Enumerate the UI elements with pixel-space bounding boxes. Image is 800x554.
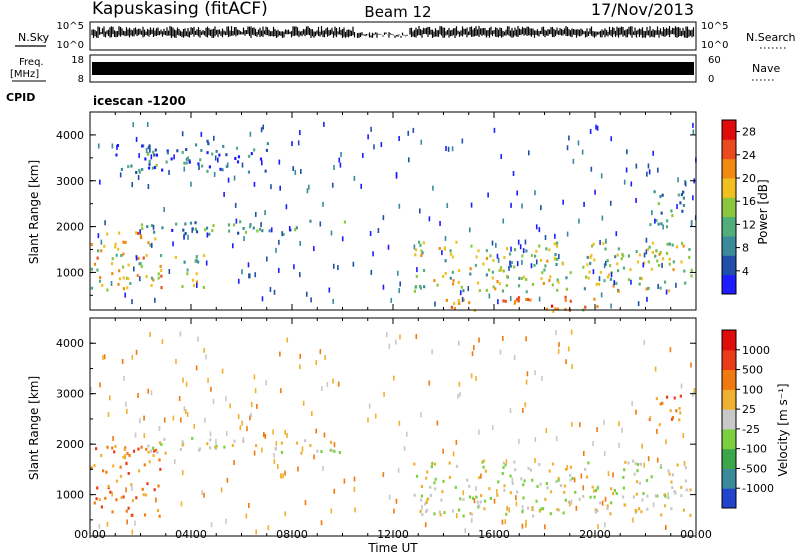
colorbar-swatch — [722, 389, 736, 410]
colorbar-swatch — [722, 349, 736, 371]
nsky-tick-bottom: 10^0 — [57, 40, 84, 51]
cpid-label: CPID — [6, 91, 35, 104]
velocity-panel: 1000 2000 3000 4000 Slant Range [km] 1000 50… — [27, 317, 790, 537]
x-tick-label: 00:00 — [74, 528, 106, 541]
velocity-cbar-label: Velocity [m s⁻¹] — [776, 383, 790, 476]
colorbar-tick-label: 100 — [742, 383, 763, 396]
power-data — [90, 121, 697, 313]
colorbar-swatch — [722, 197, 736, 218]
nsearch-tick-bottom: 10^0 — [701, 40, 728, 51]
colorbar-swatch — [722, 274, 736, 295]
freq-tick-top: 18 — [71, 55, 84, 66]
xlabel: Time UT — [367, 541, 418, 554]
nsky-label: N.Sky — [18, 31, 50, 44]
colorbar-tick-label: 28 — [742, 126, 756, 139]
velocity-ylabel: Slant Range [km] — [27, 376, 41, 480]
colorbar-tick-label: -100 — [742, 443, 767, 456]
x-tick-label: 12:00 — [377, 528, 409, 541]
colorbar-tick-label: 25 — [742, 403, 756, 416]
power-ylabel: Slant Range [km] — [27, 160, 41, 264]
x-tick-label: 08:00 — [276, 528, 308, 541]
y-tick-label: 2000 — [56, 221, 84, 234]
colorbar-swatch — [722, 488, 736, 509]
colorbar-swatch — [722, 428, 736, 450]
colorbar-swatch — [722, 236, 736, 256]
colorbar-swatch — [722, 330, 736, 351]
y-tick-label: 4000 — [56, 129, 84, 142]
colorbar-tick-label: 20 — [742, 172, 756, 185]
nsky-noise-trace — [91, 26, 695, 38]
x-tick-label: 16:00 — [478, 528, 510, 541]
colorbar-tick-label: -500 — [742, 462, 767, 475]
colorbar-swatch — [722, 468, 736, 489]
y-tick-label: 3000 — [56, 388, 84, 401]
colorbar-swatch — [722, 216, 736, 237]
velocity-colorbar: 1000 500 100 25 -25 -100 -500 -1000 — [721, 329, 774, 509]
nave-tick-bottom: 0 — [708, 74, 714, 85]
colorbar-swatch — [722, 369, 736, 390]
colorbar-tick-label: 24 — [742, 149, 756, 162]
freq-trace — [92, 62, 694, 75]
x-tick-label: 00:00 — [680, 528, 712, 541]
date-label: 17/Nov/2013 — [591, 0, 694, 19]
station-title: Kapuskasing (fitACF) — [92, 0, 268, 19]
colorbar-tick-label: 16 — [742, 195, 756, 208]
colorbar-tick-label: 1000 — [742, 344, 770, 357]
x-tick-label: 04:00 — [175, 528, 207, 541]
y-tick-label: 1000 — [56, 266, 84, 279]
freq-unit: [MHz] — [10, 69, 39, 80]
colorbar-swatch — [722, 255, 736, 276]
freq-label: Freq. — [19, 57, 44, 68]
freq-strip: Freq. [MHz] 18 8 60 0 Nave CPID icescan … — [6, 54, 780, 108]
colorbar-swatch — [722, 448, 736, 469]
colorbar-swatch — [722, 409, 736, 430]
colorbar-swatch — [722, 120, 736, 140]
nave-tick-top: 60 — [708, 55, 721, 66]
beam-label: Beam 12 — [364, 3, 431, 21]
colorbar-swatch — [722, 178, 736, 198]
colorbar-swatch — [722, 139, 736, 160]
colorbar-tick-label: -25 — [742, 423, 760, 436]
x-axis: 00:00 04:00 08:00 12:00 16:00 20:00 00:00 — [74, 528, 712, 541]
velocity-data — [90, 329, 696, 535]
nsearch-label: N.Search — [746, 31, 796, 44]
colorbar-tick-label: 4 — [742, 265, 749, 278]
colorbar-tick-label: 500 — [742, 364, 763, 377]
power-panel: 1000 2000 3000 4000 Slant Range [km] 4 8 12 16… — [27, 111, 770, 313]
nave-label: Nave — [752, 62, 780, 75]
power-colorbar: 4 8 12 16 20 24 28 — [721, 119, 756, 295]
x-tick-label: 20:00 — [579, 528, 611, 541]
colorbar-tick-label: 8 — [742, 242, 749, 255]
nsky-strip: N.Sky 10^5 10^0 10^5 10^0 N.Search — [15, 21, 796, 51]
colorbar-tick-label: -1000 — [742, 482, 774, 495]
y-tick-label: 4000 — [56, 337, 84, 350]
y-tick-label: 2000 — [56, 438, 84, 451]
power-cbar-label: Power [dB] — [756, 179, 770, 244]
nsearch-tick-top: 10^5 — [701, 21, 728, 32]
nsky-tick-top: 10^5 — [57, 21, 84, 32]
y-tick-label: 3000 — [56, 175, 84, 188]
freq-tick-bottom: 8 — [78, 74, 84, 85]
colorbar-tick-label: 12 — [742, 218, 756, 231]
cpid-value: icescan -1200 — [93, 94, 186, 108]
y-tick-label: 1000 — [56, 489, 84, 502]
colorbar-swatch — [722, 158, 736, 179]
